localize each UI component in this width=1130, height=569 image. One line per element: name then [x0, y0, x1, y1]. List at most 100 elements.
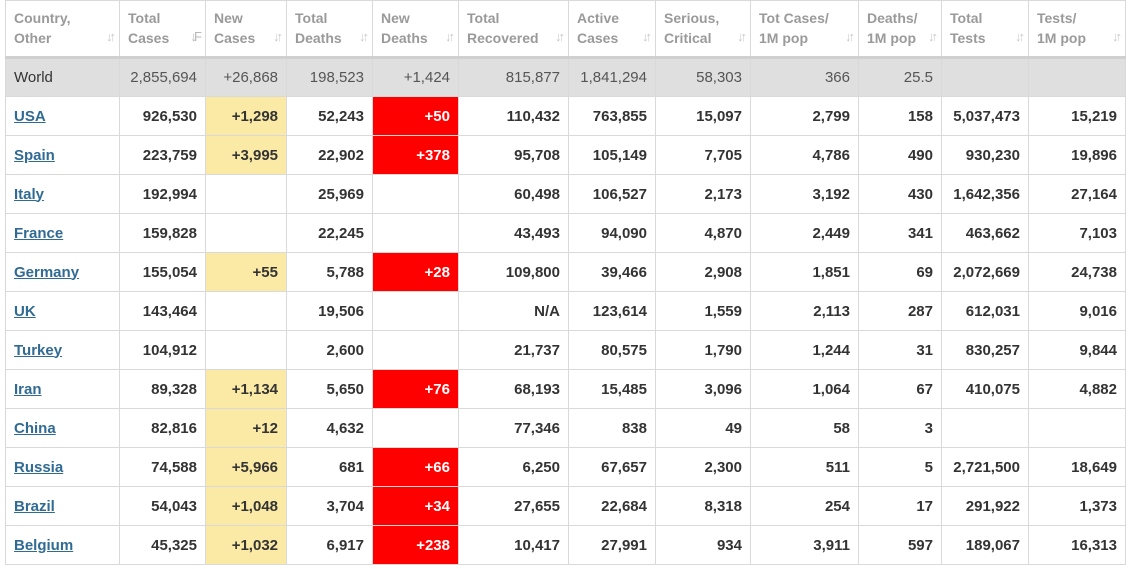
sort-icon[interactable]: ↓↑	[359, 29, 369, 44]
cell-total-tests: 2,721,500	[941, 447, 1029, 487]
column-header-total-recovered[interactable]: Total Recovered ↓↑	[458, 0, 569, 58]
column-header-total-tests[interactable]: Total Tests ↓↑	[941, 0, 1029, 58]
cell-new-deaths: +66	[372, 447, 459, 487]
column-header-new-deaths[interactable]: New Deaths ↓↑	[372, 0, 459, 58]
column-header-active-cases[interactable]: Active Cases ↓↑	[568, 0, 656, 58]
cell-active-cases: 94,090	[568, 213, 656, 253]
cell-total-deaths: 198,523	[286, 56, 373, 97]
cell-country: Turkey	[5, 330, 120, 370]
cell-serious-critical: 4,870	[655, 213, 751, 253]
column-header-total-cases[interactable]: Total Cases ↓F	[119, 0, 206, 58]
cell-total-recovered: 109,800	[458, 252, 569, 292]
table-row: Brazil 54,043 +1,048 3,704 +34 27,655 22,684 8,…	[5, 486, 1126, 526]
country-link[interactable]: Russia	[14, 458, 64, 476]
cell-total-tests: 410,075	[941, 369, 1029, 409]
cell-country: Spain	[5, 135, 120, 175]
sort-icon[interactable]: ↓↑	[445, 29, 455, 44]
cell-total-cases: 143,464	[119, 291, 206, 331]
cell-new-deaths	[372, 174, 459, 214]
cell-tot-cases-per-1m: 1,064	[750, 369, 859, 409]
cell-new-deaths	[372, 213, 459, 253]
cell-new-deaths	[372, 408, 459, 448]
table-row: Germany 155,054 +55 5,788 +28 109,800 39,466 2,…	[5, 252, 1126, 292]
sort-descending-icon[interactable]: ↓F	[190, 29, 203, 44]
sort-icon[interactable]: ↓↑	[928, 29, 938, 44]
cell-active-cases: 1,841,294	[568, 56, 656, 97]
cell-country: Iran	[5, 369, 120, 409]
column-header-new-cases[interactable]: New Cases ↓↑	[205, 0, 287, 58]
cell-new-cases	[205, 330, 287, 370]
sort-icon[interactable]: ↓↑	[1015, 29, 1025, 44]
cell-active-cases: 838	[568, 408, 656, 448]
cell-total-recovered: 60,498	[458, 174, 569, 214]
sort-icon[interactable]: ↓↑	[106, 29, 116, 44]
cell-active-cases: 763,855	[568, 96, 656, 136]
cell-new-deaths	[372, 291, 459, 331]
sort-icon[interactable]: ↓↑	[642, 29, 652, 44]
table-row: UK 143,464 19,506 N/A 123,614 1,559 2,113 287 61…	[5, 291, 1126, 331]
table-row: Russia 74,588 +5,966 681 +66 6,250 67,657 2,300…	[5, 447, 1126, 487]
table-row: China 82,816 +12 4,632 77,346 838 49 58 3	[5, 408, 1126, 448]
country-link[interactable]: Belgium	[14, 536, 74, 554]
country-link[interactable]: UK	[14, 302, 36, 320]
cell-tot-cases-per-1m: 2,113	[750, 291, 859, 331]
cell-deaths-per-1m: 5	[858, 447, 942, 487]
cell-total-recovered: 68,193	[458, 369, 569, 409]
cell-tot-cases-per-1m: 511	[750, 447, 859, 487]
cell-tests-per-1m: 16,313	[1028, 525, 1126, 565]
cell-tests-per-1m: 19,896	[1028, 135, 1126, 175]
cell-total-cases: 926,530	[119, 96, 206, 136]
country-link[interactable]: Iran	[14, 380, 42, 398]
cell-new-deaths	[372, 330, 459, 370]
cell-deaths-per-1m: 158	[858, 96, 942, 136]
column-header-total-deaths[interactable]: Total Deaths ↓↑	[286, 0, 373, 58]
cell-total-recovered: 815,877	[458, 56, 569, 97]
country-link[interactable]: Turkey	[14, 341, 63, 359]
cell-total-tests: 291,922	[941, 486, 1029, 526]
cell-total-recovered: 110,432	[458, 96, 569, 136]
cell-serious-critical: 49	[655, 408, 751, 448]
cell-deaths-per-1m: 287	[858, 291, 942, 331]
cell-total-tests: 612,031	[941, 291, 1029, 331]
cell-new-cases: +5,966	[205, 447, 287, 487]
cell-total-tests: 1,642,356	[941, 174, 1029, 214]
sort-icon[interactable]: ↓↑	[737, 29, 747, 44]
country-link[interactable]: USA	[14, 107, 46, 125]
cell-new-cases	[205, 213, 287, 253]
cell-tests-per-1m: 4,882	[1028, 369, 1126, 409]
column-header-tot-cases-per-1m[interactable]: Tot Cases/1M pop ↓↑	[750, 0, 859, 58]
column-header-country[interactable]: Country, Other ↓↑	[5, 0, 120, 58]
cell-total-cases: 223,759	[119, 135, 206, 175]
country-link[interactable]: China	[14, 419, 56, 437]
country-link[interactable]: France	[14, 224, 64, 242]
cell-serious-critical: 15,097	[655, 96, 751, 136]
country-link[interactable]: Germany	[14, 263, 80, 281]
cell-new-cases: +12	[205, 408, 287, 448]
cell-tests-per-1m: 9,016	[1028, 291, 1126, 331]
cell-new-cases: +3,995	[205, 135, 287, 175]
cell-total-recovered: 10,417	[458, 525, 569, 565]
cell-new-cases	[205, 174, 287, 214]
world-total-row: World 2,855,694 +26,868 198,523 +1,424 8…	[5, 56, 1126, 97]
sort-icon[interactable]: ↓↑	[845, 29, 855, 44]
cell-total-recovered: N/A	[458, 291, 569, 331]
cell-active-cases: 15,485	[568, 369, 656, 409]
column-header-deaths-per-1m[interactable]: Deaths/1M pop ↓↑	[858, 0, 942, 58]
cell-new-cases: +1,134	[205, 369, 287, 409]
cell-deaths-per-1m: 341	[858, 213, 942, 253]
sort-icon[interactable]: ↓↑	[273, 29, 283, 44]
sort-icon[interactable]: ↓↑	[555, 29, 565, 44]
column-header-serious-critical[interactable]: Serious, Critical ↓↑	[655, 0, 751, 58]
cell-active-cases: 105,149	[568, 135, 656, 175]
column-header-tests-per-1m[interactable]: Tests/1M pop ↓↑	[1028, 0, 1126, 58]
sort-icon[interactable]: ↓↑	[1112, 29, 1122, 44]
cell-tests-per-1m	[1028, 56, 1126, 97]
cell-total-cases: 74,588	[119, 447, 206, 487]
country-link[interactable]: Spain	[14, 146, 55, 164]
country-link[interactable]: Brazil	[14, 497, 55, 515]
cell-total-deaths: 19,506	[286, 291, 373, 331]
country-link[interactable]: Italy	[14, 185, 45, 203]
cell-active-cases: 67,657	[568, 447, 656, 487]
cell-tot-cases-per-1m: 254	[750, 486, 859, 526]
cell-total-recovered: 21,737	[458, 330, 569, 370]
